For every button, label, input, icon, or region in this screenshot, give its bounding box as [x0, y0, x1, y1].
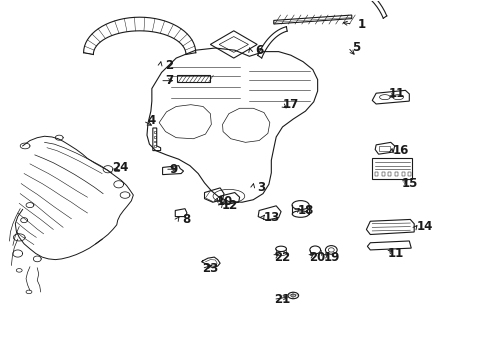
Text: 8: 8 — [182, 213, 190, 226]
Text: 16: 16 — [391, 144, 408, 157]
Text: 7: 7 — [164, 74, 173, 87]
Text: 11: 11 — [387, 247, 403, 260]
Text: 9: 9 — [169, 163, 178, 176]
Text: 14: 14 — [416, 220, 432, 233]
Text: 12: 12 — [221, 199, 238, 212]
Text: 19: 19 — [324, 251, 340, 264]
Text: 11: 11 — [388, 87, 405, 100]
Text: 18: 18 — [297, 204, 313, 217]
Text: 22: 22 — [274, 251, 290, 264]
Bar — [154, 131, 156, 133]
Text: 3: 3 — [257, 181, 265, 194]
Text: 13: 13 — [263, 211, 279, 224]
Bar — [154, 145, 156, 147]
Text: 6: 6 — [254, 44, 263, 57]
Bar — [154, 136, 156, 138]
Text: 20: 20 — [309, 251, 325, 264]
Text: 21: 21 — [273, 293, 289, 306]
Text: 15: 15 — [401, 177, 418, 190]
Text: 10: 10 — [216, 195, 233, 208]
Text: 17: 17 — [282, 98, 298, 111]
Text: 4: 4 — [147, 114, 156, 127]
Text: 2: 2 — [164, 59, 173, 72]
Bar — [154, 140, 156, 142]
Text: 23: 23 — [202, 262, 218, 275]
Text: 5: 5 — [352, 41, 360, 54]
Text: 1: 1 — [357, 18, 365, 31]
Text: 24: 24 — [112, 161, 128, 174]
